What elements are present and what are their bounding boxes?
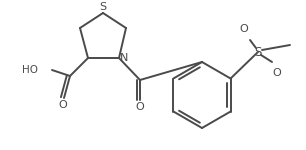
Text: O: O xyxy=(240,24,248,34)
Text: O: O xyxy=(273,68,282,78)
Text: S: S xyxy=(254,45,262,58)
Text: O: O xyxy=(59,100,67,110)
Text: O: O xyxy=(136,102,144,112)
Text: N: N xyxy=(120,53,129,63)
Text: S: S xyxy=(99,2,106,12)
Text: HO: HO xyxy=(22,65,38,75)
